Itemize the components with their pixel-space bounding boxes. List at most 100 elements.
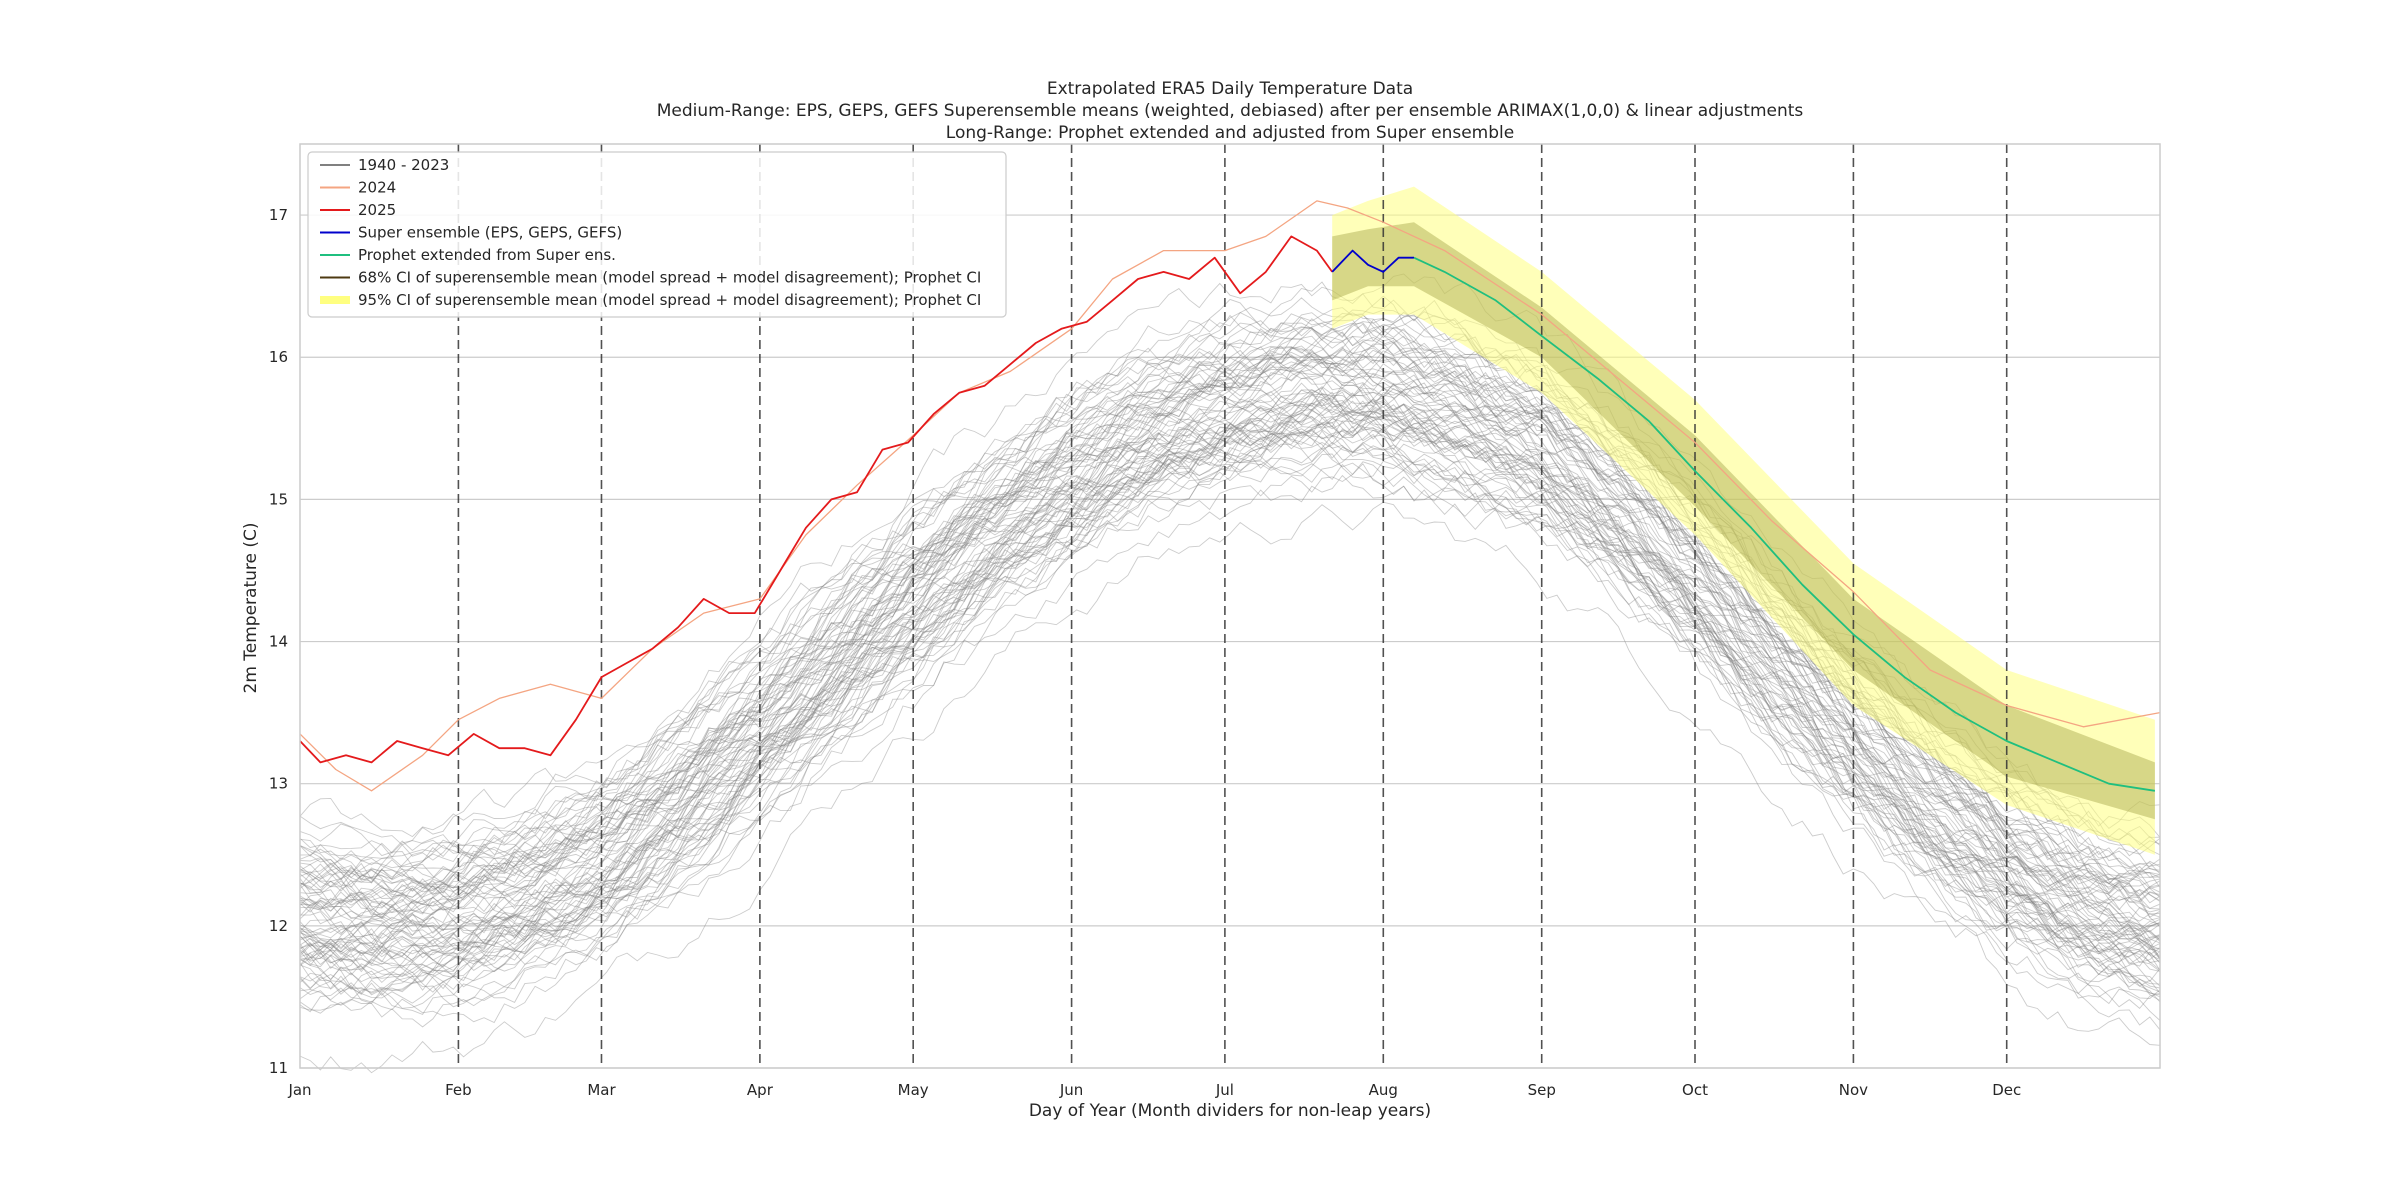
legend-label: Super ensemble (EPS, GEPS, GEFS)	[358, 224, 622, 242]
historical-year-line	[299, 407, 2161, 942]
x-tick-label: Apr	[747, 1081, 774, 1099]
series-line	[1413, 256, 2156, 792]
historical-year-line	[299, 377, 2161, 939]
x-tick-label: Jun	[1059, 1081, 1083, 1099]
historical-year-line	[299, 388, 2161, 955]
x-tick-label: Aug	[1369, 1081, 1398, 1099]
legend-label: 68% CI of superensemble mean (model spre…	[358, 269, 981, 287]
historical-year-line	[299, 391, 2161, 945]
historical-year-line	[299, 392, 2161, 957]
series-line	[299, 235, 1333, 764]
historical-year-line	[299, 419, 2161, 993]
legend-box	[307, 151, 1007, 318]
plot-area: 11 12 13 14 15 16 17 Jan Feb Mar Apr May Jun Jul Aug Se…	[269, 143, 2161, 1099]
historical-year-line	[299, 391, 2161, 951]
legend-label: Prophet extended from Super ens.	[358, 246, 616, 264]
historical-year-line	[299, 423, 2161, 1005]
historical-year-line	[299, 409, 2161, 974]
historical-year-line	[299, 414, 2161, 983]
x-tick-label: Dec	[1992, 1081, 2021, 1099]
historical-year-line	[299, 461, 2161, 994]
historical-year-line	[299, 388, 2161, 927]
x-tick-label: Nov	[1839, 1081, 1868, 1099]
x-tick-label: May	[898, 1081, 929, 1099]
historical-year-line	[299, 474, 2161, 1031]
y-tick-label: 13	[269, 775, 288, 793]
legend-label: 2025	[358, 201, 396, 219]
x-axis-label: Day of Year (Month dividers for non-leap…	[1029, 1101, 1431, 1121]
legend-swatch	[320, 296, 350, 304]
historical-year-line	[299, 361, 2161, 909]
historical-year-line	[299, 418, 2161, 973]
y-tick-label: 17	[269, 206, 288, 224]
x-tick-label: Oct	[1682, 1081, 1708, 1099]
historical-year-line	[299, 387, 2161, 968]
historical-year-line	[299, 401, 2161, 978]
historical-year-line	[299, 342, 2161, 888]
plot-frame	[299, 143, 2161, 1069]
historical-year-line	[299, 347, 2161, 940]
historical-year-line	[299, 352, 2161, 921]
historical-year-line	[299, 425, 2161, 1003]
historical-year-line	[299, 368, 2161, 922]
historical-year-line	[299, 440, 2161, 980]
series-line	[299, 200, 2161, 792]
historical-year-line	[299, 410, 2161, 967]
legend-label: 1940 - 2023	[358, 156, 449, 174]
x-tick-label: Jan	[287, 1081, 311, 1099]
historical-year-line	[299, 424, 2161, 984]
historical-year-line	[299, 406, 2161, 983]
historical-year-line	[299, 375, 2161, 949]
historical-year-line	[299, 352, 2161, 916]
historical-year-line	[299, 346, 2161, 922]
historical-year-line	[299, 410, 2161, 977]
historical-year-line	[299, 401, 2161, 962]
historical-year-line	[299, 501, 2161, 1074]
series-line	[1331, 249, 1414, 273]
x-tick-label: Feb	[445, 1081, 472, 1099]
y-axis-label: 2m Temperature (C)	[241, 522, 261, 693]
historical-year-line	[299, 402, 2161, 972]
historical-year-line	[299, 420, 2161, 990]
historical-year-line	[299, 411, 2161, 961]
historical-year-line	[299, 349, 2161, 924]
title-line-3: Long-Range: Prophet extended and adjuste…	[946, 123, 1514, 143]
legend-label: 95% CI of superensemble mean (model spre…	[358, 291, 981, 309]
y-tick-label: 14	[269, 633, 288, 651]
historical-year-line	[299, 453, 2161, 996]
x-tick-label: Jul	[1215, 1081, 1234, 1099]
historical-year-line	[299, 403, 2161, 959]
y-tick-label: 16	[269, 348, 288, 366]
historical-year-line	[299, 336, 2161, 914]
title-line-2: Medium-Range: EPS, GEPS, GEFS Superensem…	[657, 101, 1804, 121]
historical-year-line	[299, 406, 2161, 989]
legend-label: 2024	[358, 179, 396, 197]
historical-year-line	[299, 408, 2161, 971]
historical-year-line	[299, 431, 2161, 1010]
historical-year-line	[299, 398, 2161, 964]
historical-year-line	[299, 376, 2161, 944]
historical-year-line	[299, 438, 2161, 1009]
historical-year-line	[299, 370, 2161, 947]
historical-year-line	[299, 382, 2161, 951]
historical-year-line	[299, 409, 2161, 970]
historical-year-line	[299, 391, 2161, 976]
historical-year-line	[299, 435, 2161, 1008]
y-tick-label: 15	[269, 490, 288, 508]
historical-year-line	[299, 463, 2161, 1024]
historical-year-line	[299, 389, 2161, 952]
legend: 1940 - 2023 2024 2025 Super ensemble (EPS, …	[307, 151, 1007, 318]
title-line-1: Extrapolated ERA5 Daily Temperature Data	[1047, 79, 1413, 99]
historical-year-line	[299, 361, 2161, 932]
x-tick-label: Sep	[1528, 1081, 1556, 1099]
historical-year-line	[299, 434, 2161, 1015]
x-tick-label: Mar	[587, 1081, 616, 1099]
historical-year-line	[299, 434, 2161, 1001]
chart-title: Extrapolated ERA5 Daily Temperature Data…	[657, 79, 1804, 143]
y-tick-label: 12	[269, 917, 288, 935]
historical-year-line	[299, 391, 2161, 950]
y-tick-label: 11	[269, 1059, 288, 1077]
historical-year-line	[299, 387, 2161, 945]
historical-year-line	[299, 360, 2161, 918]
